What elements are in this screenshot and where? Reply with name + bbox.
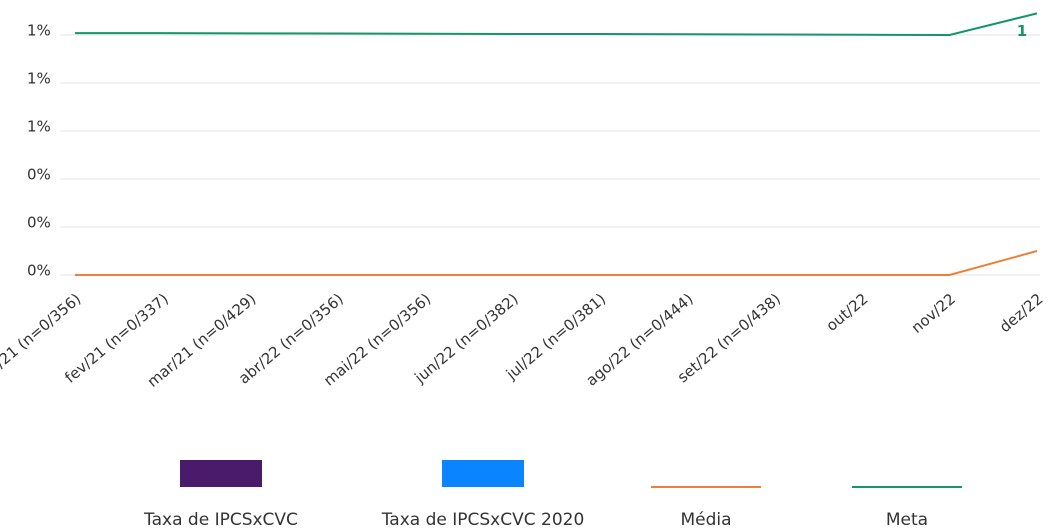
y-tick-label: 1% bbox=[27, 70, 51, 88]
data-label: 1 bbox=[1017, 22, 1027, 40]
y-tick-label: 0% bbox=[27, 166, 51, 184]
x-tick-label: dez/22 bbox=[996, 290, 1046, 336]
y-tick-label: 0% bbox=[27, 262, 51, 280]
legend-label: Taxa de IPCSxCVC bbox=[143, 510, 298, 530]
x-tick-label: nov/22 bbox=[908, 290, 959, 337]
y-tick-label: 1% bbox=[27, 22, 51, 40]
legend-swatch bbox=[180, 460, 262, 487]
legend-swatch bbox=[442, 460, 524, 487]
y-tick-label: 0% bbox=[27, 214, 51, 232]
y-tick-label: 1% bbox=[27, 118, 51, 136]
legend-label: Média bbox=[680, 510, 731, 530]
line bbox=[75, 250, 1038, 276]
legend-label: Meta bbox=[886, 510, 928, 530]
line bbox=[75, 12, 1038, 37]
legend-label: Taxa de IPCSxCVC 2020 bbox=[381, 510, 585, 530]
x-tick-label: out/22 bbox=[823, 290, 872, 335]
